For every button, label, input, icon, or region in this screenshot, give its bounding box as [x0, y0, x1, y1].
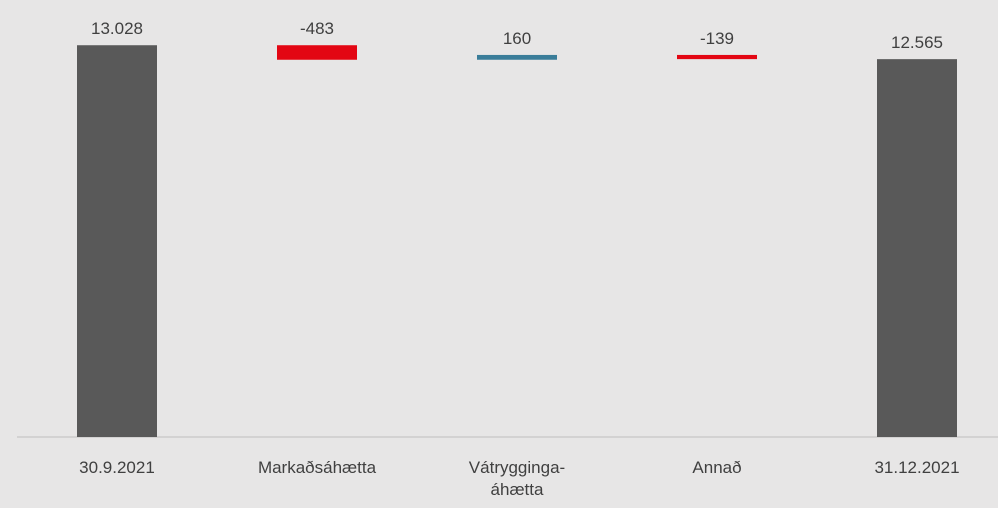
x-tick-label: Markaðsáhætta [257, 458, 377, 477]
x-tick-label: 31.12.2021 [874, 458, 960, 477]
value-label: -139 [700, 29, 734, 48]
bar [677, 54, 757, 60]
value-label: 12.565 [891, 33, 943, 52]
value-label: 13.028 [91, 19, 143, 38]
bar [877, 59, 957, 438]
x-tick-label: Annað [692, 458, 742, 477]
bar [477, 54, 557, 60]
x-tick-label: Vátrygginga-áhætta [468, 458, 566, 499]
x-tick-label: 30.9.2021 [79, 458, 155, 477]
value-label: -483 [300, 19, 334, 38]
bar [77, 45, 157, 437]
bar [277, 45, 357, 60]
value-label: 160 [503, 29, 531, 48]
